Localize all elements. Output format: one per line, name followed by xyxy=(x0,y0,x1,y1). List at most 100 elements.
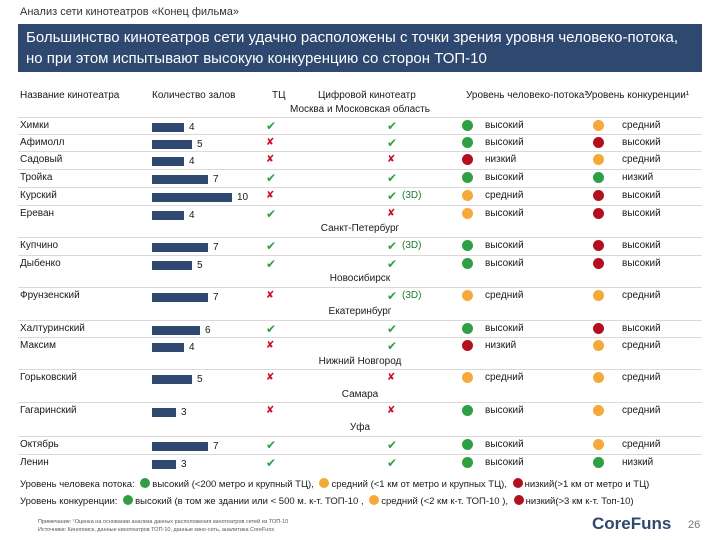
traffic-status-dot xyxy=(462,372,473,383)
halls-bar xyxy=(152,375,192,384)
mall-check-icon: ✔ xyxy=(266,257,277,271)
header-competition: Уровень конкуренции¹ xyxy=(586,90,690,101)
traffic-status-dot xyxy=(462,190,473,201)
region-label: Санкт-Петербург xyxy=(320,223,400,234)
competition-status-dot xyxy=(593,208,604,219)
halls-bar xyxy=(152,326,200,335)
cinema-name: Садовый xyxy=(20,154,63,165)
legend-red-dot xyxy=(512,478,523,488)
mall-check-icon: ✔ xyxy=(266,456,277,470)
cinema-name: Октябрь xyxy=(20,439,59,450)
traffic-level: низкий xyxy=(485,340,517,351)
halls-value: 4 xyxy=(189,156,195,167)
competition-level: средний xyxy=(622,405,661,416)
traffic-level: высокий xyxy=(485,258,524,269)
legend-comp-mid: средний (<2 км к-т. ТОП-10 ), xyxy=(381,496,509,507)
cinema-name: Химки xyxy=(20,120,50,131)
digital-check-icon: ✔ xyxy=(387,438,398,452)
competition-level: высокий xyxy=(622,190,661,201)
row-divider xyxy=(18,205,702,206)
legend-comp-high: высокий (в том же здании или < 500 м. к-… xyxy=(135,496,364,507)
competition-status-dot xyxy=(593,290,604,301)
region-label: Нижний Новгород xyxy=(318,356,402,367)
traffic-level: высокий xyxy=(485,208,524,219)
halls-value: 7 xyxy=(213,242,219,253)
legend-comp-label: Уровень конкуренции: xyxy=(20,496,118,507)
competition-level: средний xyxy=(622,290,661,301)
traffic-status-dot xyxy=(462,172,473,183)
competition-status-dot xyxy=(593,154,604,165)
mall-cross-icon: ✘ xyxy=(266,154,275,165)
traffic-status-dot xyxy=(462,208,473,219)
competition-status-dot xyxy=(593,323,604,334)
halls-value: 7 xyxy=(213,441,219,452)
legend-orange-dot xyxy=(369,495,380,505)
digital-cross-icon: ✘ xyxy=(387,208,396,219)
header-mall: ТЦ xyxy=(272,90,286,101)
footnote-sources: Источники: Кинопоиск, данные кинотеатров… xyxy=(38,527,275,533)
traffic-status-dot xyxy=(462,290,473,301)
cinema-name: Курский xyxy=(20,190,57,201)
cinema-name: Фрунзенский xyxy=(20,290,80,301)
cinema-name: Ереван xyxy=(20,208,55,219)
digital-3d-note: (3D) xyxy=(402,190,422,201)
region-label: Уфа xyxy=(349,422,371,433)
digital-cross-icon: ✘ xyxy=(387,154,396,165)
mall-cross-icon: ✘ xyxy=(266,137,275,148)
competition-level: высокий xyxy=(622,323,661,334)
digital-3d-note: (3D) xyxy=(402,290,422,301)
row-divider xyxy=(18,151,702,152)
region-label: Москва и Московская область xyxy=(290,104,430,115)
halls-value: 6 xyxy=(205,325,211,336)
traffic-level: средний xyxy=(485,190,524,201)
row-divider xyxy=(18,187,702,188)
region-label: Самара xyxy=(341,389,379,400)
digital-check-icon: ✔ xyxy=(387,257,398,271)
row-divider xyxy=(18,117,702,118)
cinema-name: Халтуринский xyxy=(20,323,85,334)
header-traffic: Уровень человеко-потока¹ xyxy=(466,90,588,101)
halls-bar xyxy=(152,175,208,184)
competition-status-dot xyxy=(593,405,604,416)
traffic-status-dot xyxy=(462,240,473,251)
competition-level: средний xyxy=(622,372,661,383)
traffic-level: высокий xyxy=(485,457,524,468)
legend-competition: Уровень конкуренции: высокий (в том же з… xyxy=(20,495,634,509)
legend-traffic-high: высокий (<200 метро и крупный ТЦ), xyxy=(152,479,314,490)
halls-bar xyxy=(152,293,208,302)
halls-value: 7 xyxy=(213,174,219,185)
traffic-status-dot xyxy=(462,340,473,351)
competition-status-dot xyxy=(593,190,604,201)
competition-level: низкий xyxy=(622,172,654,183)
traffic-level: средний xyxy=(485,372,524,383)
legend-orange-dot xyxy=(319,478,330,488)
mall-cross-icon: ✘ xyxy=(266,340,275,351)
mall-cross-icon: ✘ xyxy=(266,290,275,301)
digital-cross-icon: ✘ xyxy=(387,372,396,383)
competition-level: высокий xyxy=(622,240,661,251)
digital-check-icon: ✔ xyxy=(387,339,398,353)
digital-check-icon: ✔ xyxy=(387,189,398,203)
competition-level: средний xyxy=(622,120,661,131)
legend-traffic-low: низкий(>1 км от метро и ТЦ) xyxy=(524,479,650,490)
halls-bar xyxy=(152,193,232,202)
halls-value: 4 xyxy=(189,210,195,221)
header-name: Название кинотеатра xyxy=(20,90,120,101)
digital-check-icon: ✔ xyxy=(387,456,398,470)
competition-status-dot xyxy=(593,258,604,269)
mall-check-icon: ✔ xyxy=(266,438,277,452)
row-divider xyxy=(18,237,702,238)
digital-check-icon: ✔ xyxy=(387,136,398,150)
digital-check-icon: ✔ xyxy=(387,239,398,253)
competition-level: высокий xyxy=(622,258,661,269)
traffic-level: низкий xyxy=(485,154,517,165)
legend-traffic: Уровень человека потока: высокий (<200 м… xyxy=(20,478,649,492)
cinema-name: Тройка xyxy=(20,172,53,183)
header-halls: Количество залов xyxy=(152,90,236,101)
cinema-name: Афимолл xyxy=(20,137,65,148)
competition-level: низкий xyxy=(622,457,654,468)
mall-check-icon: ✔ xyxy=(266,322,277,336)
cinema-name: Горьковский xyxy=(20,372,77,383)
traffic-status-dot xyxy=(462,120,473,131)
traffic-level: высокий xyxy=(485,240,524,251)
